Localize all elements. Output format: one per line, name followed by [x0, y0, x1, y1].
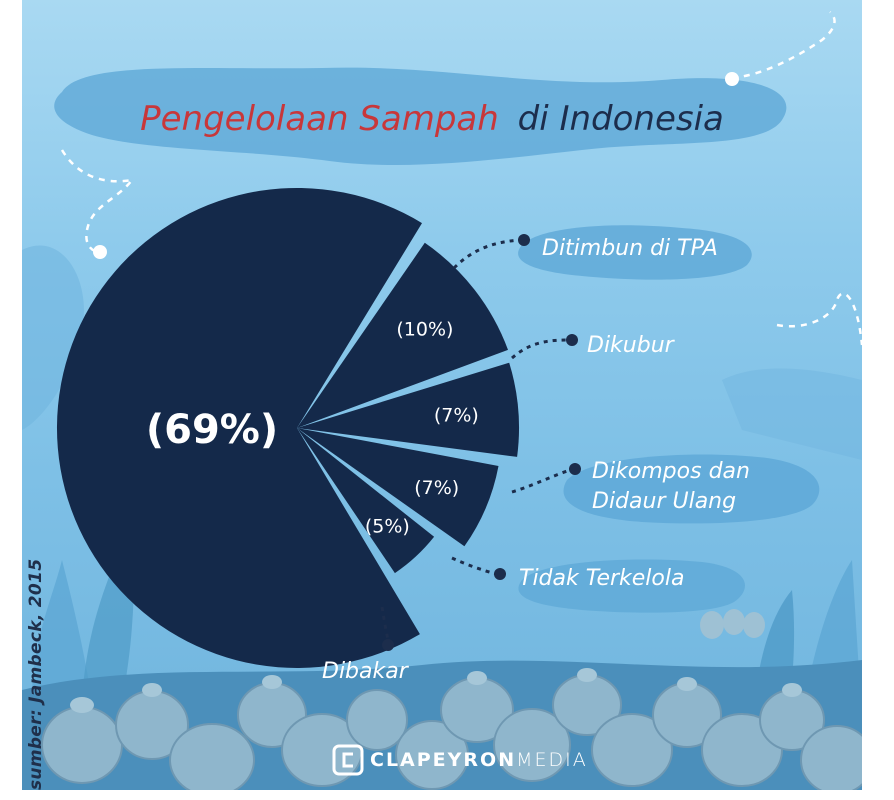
title-rest: di Indonesia	[518, 99, 724, 139]
leader-lines	[380, 234, 581, 651]
decorative-dot	[725, 72, 739, 86]
label-tidak-terkelola: Tidak Terkelola	[519, 566, 684, 591]
slice-tidak-terkelola	[297, 428, 499, 547]
background-blob	[22, 245, 84, 430]
chart-title: Pengelolaan Sampah di Indonesia	[140, 99, 724, 139]
decorative-dot	[93, 245, 107, 259]
decorative-dashes	[731, 11, 836, 80]
label-dikompos-line1: Dikompos dan	[592, 459, 750, 484]
pie-chart: Pengelolaan Sampah di Indonesia (10%) (7%…	[56, 99, 750, 684]
brand-name-bold: CLAPEYRON	[370, 749, 517, 771]
label-cloud-tidak	[518, 559, 745, 613]
infographic-panel: Pengelolaan Sampah di Indonesia (10%) (7%…	[22, 0, 862, 790]
value-label-dibakar: (5%)	[365, 516, 410, 538]
leader-ditimbun-di-tpa	[452, 238, 521, 270]
title-highlight: Pengelolaan Sampah	[140, 99, 499, 139]
label-cloud-kompos	[563, 454, 820, 524]
pie-slices	[56, 187, 519, 668]
label-ditimbun-di-tpa: Ditimbun di TPA	[542, 236, 718, 261]
brand-logo: CLAPEYRONMEDIA	[332, 742, 588, 778]
label-dikubur: Dikubur	[587, 333, 676, 358]
slice-dibakar	[297, 428, 435, 574]
leader-tidak-terkelola	[451, 556, 497, 576]
leader-dikubur-dot	[566, 334, 578, 346]
brand-name: CLAPEYRONMEDIA	[370, 749, 588, 771]
slice-ditimbun-di-tpa	[56, 187, 423, 668]
leader-dikubur	[511, 338, 568, 360]
decorative-dashes	[60, 149, 135, 254]
slice-value-labels: (10%)(7%)(7%)(5%)(69%)	[146, 319, 479, 538]
brand-name-light: MEDIA	[516, 749, 588, 771]
seaweed-left	[32, 560, 92, 700]
label-cloud-tpa	[518, 225, 752, 280]
garbage-bags	[41, 674, 862, 790]
value-label-69: (69%)	[146, 407, 278, 453]
leader-dikompos	[511, 468, 571, 494]
leader-dikompos-dot	[569, 463, 581, 475]
label-dibakar: Dibakar	[322, 659, 410, 684]
decorative-dashes	[776, 292, 862, 346]
leader-dibakar-dot	[382, 639, 394, 651]
leader-dibakar	[380, 606, 390, 641]
title-cloud-shape	[54, 67, 787, 166]
slice-dikubur	[297, 242, 508, 428]
background-blob	[722, 368, 862, 460]
brand-icon	[332, 744, 364, 776]
value-label-dikompos: (7%)	[434, 405, 479, 427]
ocean-background	[22, 11, 862, 790]
garbage-bags-small	[700, 609, 765, 639]
category-labels: Ditimbun di TPA Dikubur Dikompos dan Did…	[322, 236, 750, 684]
value-label-dikubur: (10%)	[396, 319, 453, 341]
slice-dikompos	[297, 362, 519, 457]
label-dikompos-line2: Didaur Ulang	[592, 489, 736, 514]
leader-ditimbun-di-tpa-dot	[518, 234, 530, 246]
garbage-bag-knots	[70, 668, 802, 713]
source-credit: sumber: Jambeck, 2015	[26, 558, 46, 790]
value-label-tidak-terkelola: (7%)	[414, 477, 459, 499]
leader-tidak-terkelola-dot	[494, 568, 506, 580]
